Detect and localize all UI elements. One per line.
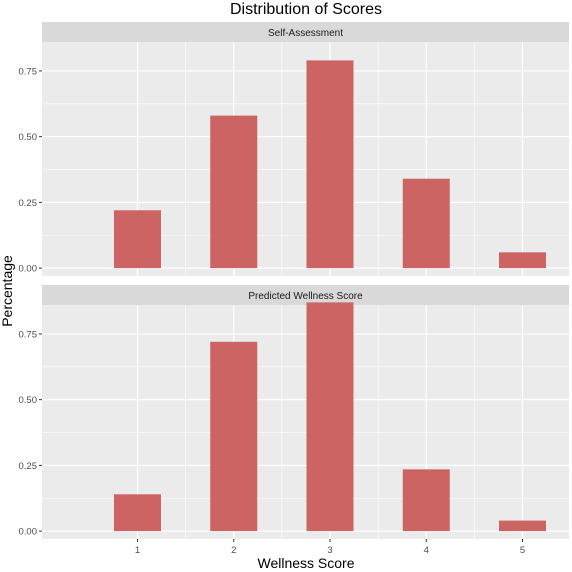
y-axis-title: Percentage <box>0 255 15 327</box>
y-tick-label: 0.75 <box>19 329 38 340</box>
panel-strip-label: Predicted Wellness Score <box>248 291 363 302</box>
bar-2 <box>210 115 258 269</box>
y-tick-label: 0.25 <box>19 461 38 472</box>
x-tick-label: 2 <box>231 545 236 556</box>
bar-2 <box>210 341 258 532</box>
bar-4 <box>402 469 450 532</box>
y-tick-label: 0.00 <box>19 527 38 538</box>
x-tick-label: 3 <box>327 545 332 556</box>
x-axis-title: Wellness Score <box>257 555 354 571</box>
bar-3 <box>306 60 354 269</box>
bar-5 <box>499 520 546 532</box>
panel-strip <box>42 22 569 42</box>
y-tick-label: 0.50 <box>19 395 38 406</box>
panel-strip-label: Self-Assessment <box>268 28 343 39</box>
panel-strip <box>42 285 569 305</box>
bar-1 <box>114 494 161 532</box>
panels-layer: Self-Assessment0.000.250.500.75Predicted… <box>19 22 569 556</box>
y-tick-label: 0.75 <box>19 66 38 77</box>
x-tick-label: 1 <box>135 545 140 556</box>
bar-5 <box>499 252 546 269</box>
y-tick-label: 0.50 <box>19 132 38 143</box>
y-tick-label: 0.00 <box>19 264 38 275</box>
bar-1 <box>114 210 161 269</box>
x-tick-label: 5 <box>520 545 525 556</box>
bar-3 <box>306 302 354 532</box>
chart-title: Distribution of Scores <box>230 1 382 18</box>
bar-4 <box>402 178 450 269</box>
panel-2: Predicted Wellness Score 0.00 0.25 0.50 0.75… <box>19 285 569 556</box>
panel-1: Self-Assessment 0.00 0.25 0.50 0.75 <box>19 22 569 276</box>
x-tick-label: 4 <box>424 545 429 556</box>
y-tick-label: 0.25 <box>19 198 38 209</box>
